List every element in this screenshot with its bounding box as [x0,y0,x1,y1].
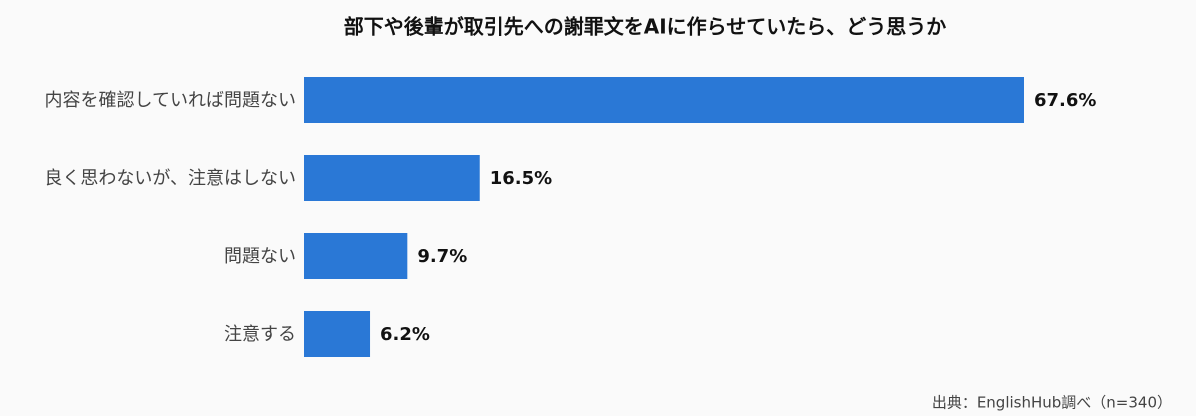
bar [304,155,480,201]
bar [304,311,371,357]
y-tick-label: 良く思わないが、注意はしない [44,168,296,189]
value-label: 16.5% [490,168,552,189]
y-tick-label: 内容を確認していれば問題ない [45,90,296,111]
chart-title: 部下や後輩が取引先への謝罪文をAIに作らせていたら、どう思うか [344,15,947,39]
y-tick-label: 問題ない [224,246,296,267]
value-label: 6.2% [380,324,430,345]
y-tick-label: 注意する [224,324,296,345]
value-label: 67.6% [1034,90,1096,111]
bar [304,233,408,279]
source-note: 出典：EnglishHub調べ（n=340） [932,394,1172,412]
value-label: 9.7% [417,246,467,267]
bar [304,77,1024,123]
